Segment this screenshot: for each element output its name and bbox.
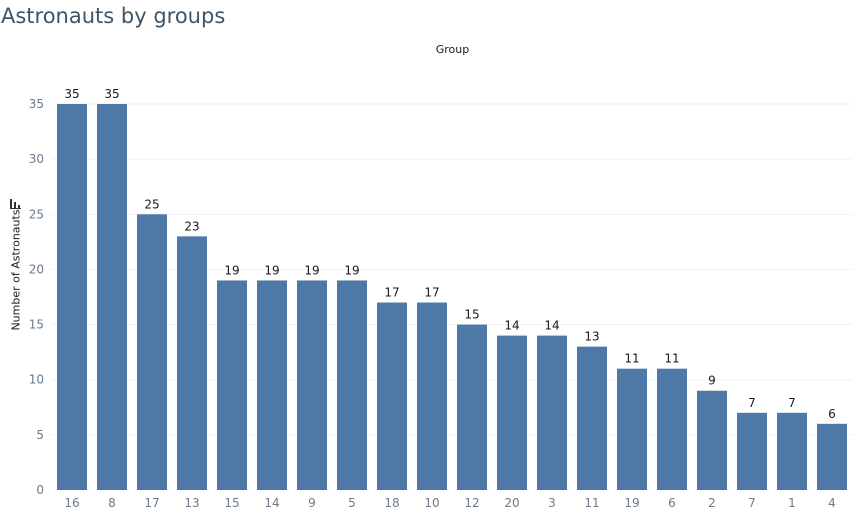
y-tick-label: 30: [29, 152, 44, 166]
y-tick-label: 5: [36, 428, 44, 442]
x-tick-label: 11: [584, 496, 599, 510]
data-label: 23: [184, 219, 199, 233]
x-tick-label: 18: [384, 496, 399, 510]
data-label: 19: [224, 263, 239, 277]
y-tick-label: 15: [29, 318, 44, 332]
x-tick-label: 7: [748, 496, 756, 510]
bar: [57, 104, 87, 490]
data-label: 17: [384, 286, 399, 300]
data-label: 35: [104, 87, 119, 101]
x-tick-label: 12: [464, 496, 479, 510]
x-tick-label: 2: [708, 496, 716, 510]
x-tick-label: 5: [348, 496, 356, 510]
data-label: 7: [748, 396, 756, 410]
bar: [577, 346, 607, 490]
x-tick-label: 1: [788, 496, 796, 510]
data-label: 19: [304, 263, 319, 277]
data-label: 6: [828, 407, 836, 421]
x-tick-label: 17: [144, 496, 159, 510]
data-label: 25: [144, 197, 159, 211]
bar: [297, 280, 327, 490]
bar: [337, 280, 367, 490]
x-tick-label: 20: [504, 496, 519, 510]
y-tick-label: 0: [36, 483, 44, 497]
x-tick-label: 14: [264, 496, 279, 510]
column-header: Group: [435, 43, 470, 56]
data-label: 19: [264, 263, 279, 277]
bar: [417, 302, 447, 490]
x-tick-label: 16: [64, 496, 79, 510]
bar: [457, 324, 487, 490]
data-label: 11: [664, 352, 679, 366]
data-label: 7: [788, 396, 796, 410]
data-label: 14: [544, 319, 559, 333]
sort-icon[interactable]: [10, 197, 21, 209]
data-label: 11: [624, 352, 639, 366]
bar: [217, 280, 247, 490]
bar: [657, 368, 687, 490]
data-label: 17: [424, 286, 439, 300]
bar: [817, 423, 847, 490]
y-tick-label: 10: [29, 373, 44, 387]
bar: [257, 280, 287, 490]
bar: [97, 104, 127, 490]
bar: [137, 214, 167, 491]
data-label: 35: [64, 87, 79, 101]
bar: [497, 335, 527, 490]
y-tick-label: 35: [29, 97, 44, 111]
x-tick-label: 3: [548, 496, 556, 510]
data-label: 14: [504, 319, 519, 333]
x-tick-label: 19: [624, 496, 639, 510]
bar: [377, 302, 407, 490]
data-label: 13: [584, 330, 599, 344]
bar: [777, 412, 807, 490]
bar: [537, 335, 567, 490]
x-tick-label: 13: [184, 496, 199, 510]
bar: [697, 390, 727, 490]
y-tick-label: 25: [29, 207, 44, 221]
data-label: 9: [708, 374, 716, 388]
bar: [617, 368, 647, 490]
data-label: 19: [344, 263, 359, 277]
y-tick-label: 20: [29, 262, 44, 276]
bar: [177, 236, 207, 490]
x-tick-label: 4: [828, 496, 836, 510]
bar: [737, 412, 767, 490]
x-tick-label: 9: [308, 496, 316, 510]
data-label: 15: [464, 308, 479, 322]
chart-title: Astronauts by groups: [1, 4, 226, 28]
x-tick-label: 8: [108, 496, 116, 510]
x-tick-label: 15: [224, 496, 239, 510]
x-tick-label: 6: [668, 496, 676, 510]
x-tick-label: 10: [424, 496, 439, 510]
